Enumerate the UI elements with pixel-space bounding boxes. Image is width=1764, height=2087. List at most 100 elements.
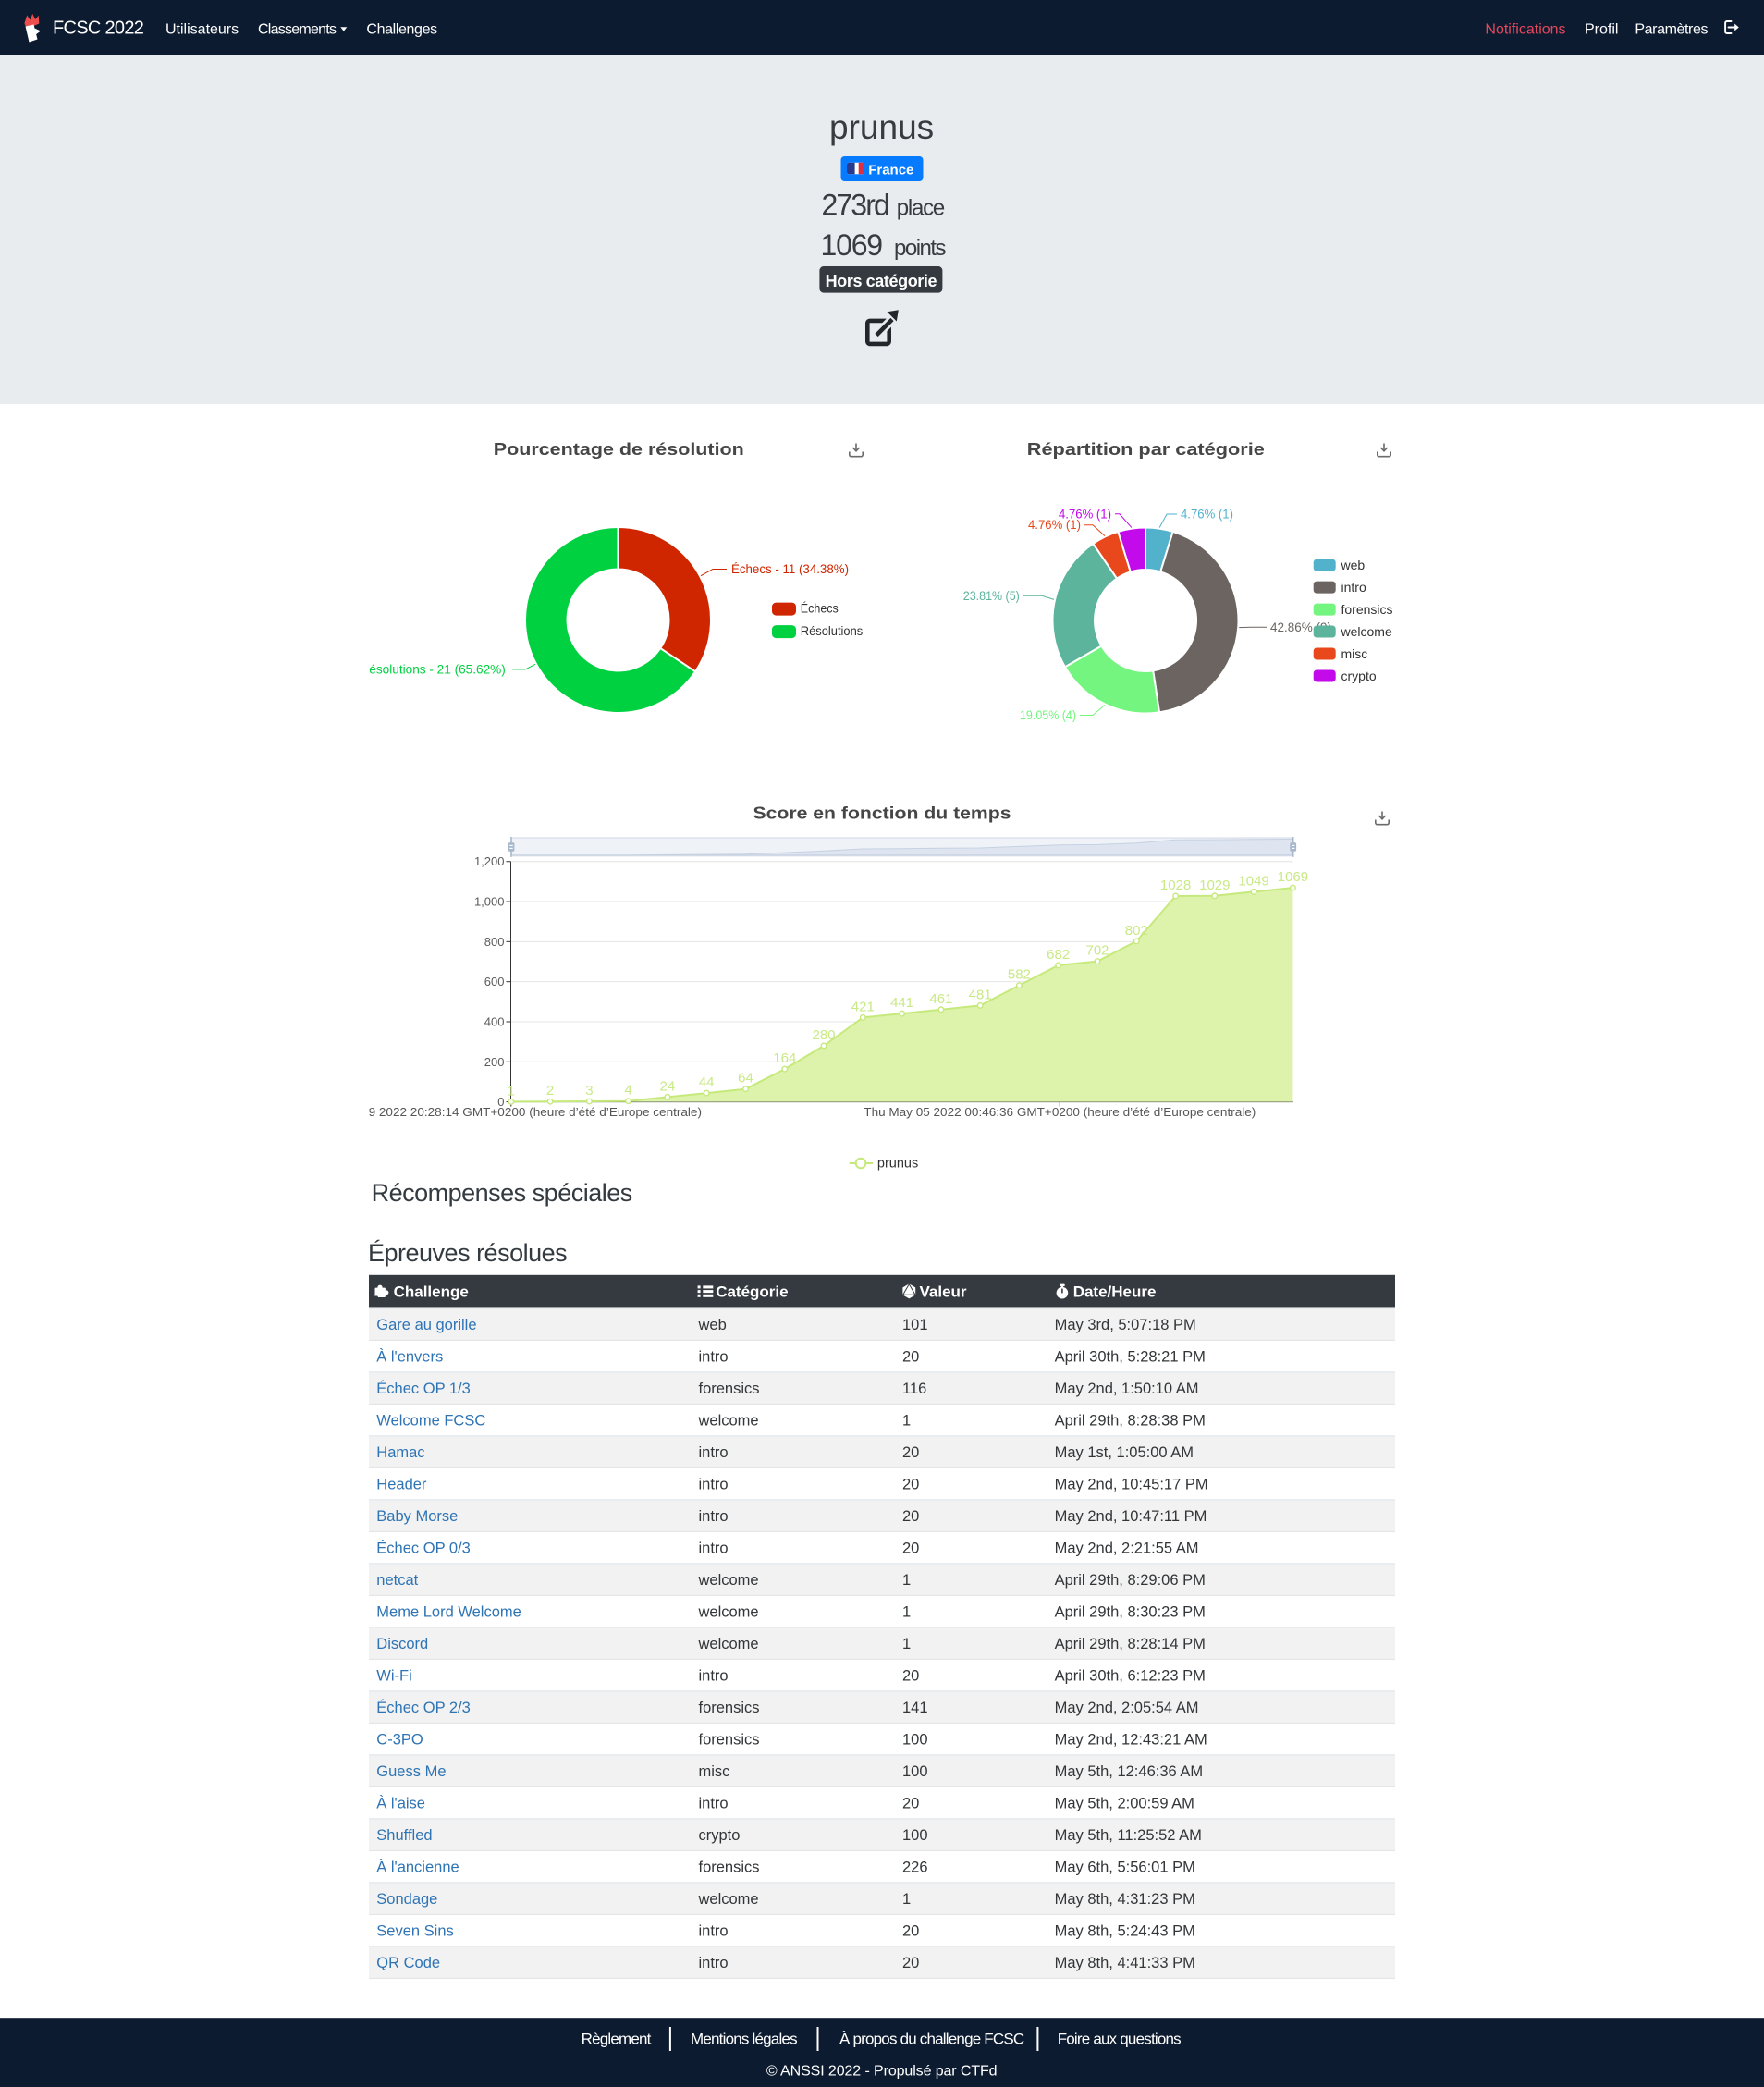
svg-text:May 6th, 5:56:01 PM: May 6th, 5:56:01 PM	[1055, 1860, 1195, 1876]
svg-text:May 2nd, 2:05:54 AM: May 2nd, 2:05:54 AM	[1055, 1700, 1199, 1716]
svg-text:May 8th, 4:41:33 PM: May 8th, 4:41:33 PM	[1055, 1955, 1195, 1971]
svg-text:20: 20	[902, 1796, 919, 1812]
svg-text:© ANSSI 2022 - Propulsé par CT: © ANSSI 2022 - Propulsé par CTFd	[766, 2064, 998, 2080]
svg-text:100: 100	[902, 1827, 928, 1844]
svg-text:273rd: 273rd	[822, 189, 888, 222]
svg-text:Échec OP 1/3: Échec OP 1/3	[376, 1380, 471, 1397]
svg-text:welcome: welcome	[698, 1891, 759, 1908]
svg-text:intro: intro	[699, 1668, 729, 1685]
svg-text:Hamac: Hamac	[376, 1444, 424, 1461]
svg-text:100: 100	[902, 1763, 928, 1780]
svg-text:3: 3	[585, 1083, 593, 1099]
svg-text:May 2nd, 10:45:17 PM: May 2nd, 10:45:17 PM	[1055, 1477, 1208, 1493]
svg-text:Seven Sins: Seven Sins	[376, 1923, 453, 1940]
svg-text:Guess Me: Guess Me	[376, 1763, 446, 1780]
svg-text:702: 702	[1085, 943, 1109, 959]
svg-text:Score en fonction du temps: Score en fonction du temps	[753, 804, 1011, 823]
svg-text:164: 164	[773, 1050, 796, 1066]
svg-text:Échec OP 2/3: Échec OP 2/3	[376, 1699, 471, 1716]
svg-text:Meme Lord Welcome: Meme Lord Welcome	[376, 1604, 521, 1621]
svg-text:Notifications: Notifications	[1485, 22, 1565, 38]
svg-text:800: 800	[484, 935, 505, 949]
svg-text:Échecs - 11 (34.38%): Échecs - 11 (34.38%)	[731, 562, 849, 576]
svg-text:May 8th, 4:31:23 PM: May 8th, 4:31:23 PM	[1055, 1891, 1195, 1908]
svg-text:Utilisateurs: Utilisateurs	[165, 22, 239, 38]
svg-text:April 30th, 5:28:21 PM: April 30th, 5:28:21 PM	[1055, 1349, 1206, 1366]
svg-text:prunus: prunus	[829, 108, 934, 146]
svg-text:4.76% (1): 4.76% (1)	[1181, 508, 1233, 522]
svg-text:April 29th, 8:28:14 PM: April 29th, 8:28:14 PM	[1055, 1636, 1206, 1652]
svg-text:1,200: 1,200	[474, 854, 505, 868]
svg-text:20: 20	[902, 1477, 919, 1493]
svg-text:1: 1	[902, 1604, 911, 1621]
svg-text:19.05% (4): 19.05% (4)	[1020, 708, 1076, 722]
svg-text:Gare au gorille: Gare au gorille	[376, 1317, 476, 1333]
svg-text:20: 20	[902, 1923, 919, 1940]
svg-text:intro: intro	[1341, 580, 1366, 595]
svg-text:Profil: Profil	[1585, 22, 1618, 38]
svg-text:461: 461	[929, 991, 952, 1007]
svg-text:intro: intro	[699, 1349, 729, 1366]
svg-text:web: web	[1341, 558, 1366, 572]
svg-text:682: 682	[1047, 947, 1070, 963]
svg-text:welcome: welcome	[1341, 624, 1392, 639]
svg-text:welcome: welcome	[698, 1636, 759, 1652]
svg-text:May 5th, 11:25:52 AM: May 5th, 11:25:52 AM	[1055, 1827, 1202, 1844]
svg-text:FCSC 2022: FCSC 2022	[53, 18, 144, 39]
svg-text:100: 100	[902, 1732, 928, 1749]
svg-text:points: points	[894, 236, 947, 261]
svg-text:May 8th, 5:24:43 PM: May 8th, 5:24:43 PM	[1055, 1923, 1195, 1940]
svg-text:misc: misc	[1341, 646, 1368, 661]
svg-text:20: 20	[902, 1508, 919, 1525]
svg-text:Hors catégorie: Hors catégorie	[826, 272, 937, 290]
svg-text:intro: intro	[699, 1923, 729, 1940]
svg-text:0: 0	[497, 1095, 504, 1109]
svg-text:À l'envers: À l'envers	[376, 1348, 443, 1366]
svg-text:44: 44	[699, 1074, 715, 1090]
svg-text:intro: intro	[699, 1508, 729, 1525]
svg-text:Pourcentage de résolution: Pourcentage de résolution	[494, 440, 744, 459]
svg-text:20: 20	[902, 1541, 919, 1557]
svg-text:481: 481	[969, 987, 992, 1002]
svg-text:20: 20	[902, 1349, 919, 1366]
svg-text:Date/Heure: Date/Heure	[1073, 1283, 1157, 1301]
svg-text:1,000: 1,000	[474, 895, 505, 909]
svg-text:Challenges: Challenges	[366, 22, 437, 38]
svg-text:441: 441	[890, 995, 913, 1011]
svg-text:Thu May 05 2022 00:46:36 GMT+0: Thu May 05 2022 00:46:36 GMT+0200 (heure…	[864, 1105, 1256, 1119]
svg-text:May 2nd, 1:50:10 AM: May 2nd, 1:50:10 AM	[1055, 1381, 1199, 1397]
svg-text:intro: intro	[699, 1444, 729, 1461]
svg-text:Foire aux questions: Foire aux questions	[1058, 2030, 1181, 2047]
svg-text:crypto: crypto	[1341, 669, 1377, 683]
svg-text:April 29th, 8:30:23 PM: April 29th, 8:30:23 PM	[1055, 1604, 1206, 1621]
svg-text:QR Code: QR Code	[376, 1955, 440, 1971]
svg-text:4.76% (1): 4.76% (1)	[1028, 518, 1081, 532]
svg-text:Échec OP 0/3: Échec OP 0/3	[376, 1540, 471, 1557]
svg-text:À l'ancienne: À l'ancienne	[376, 1859, 459, 1876]
svg-text:24: 24	[660, 1078, 676, 1094]
svg-text:welcome: welcome	[698, 1604, 759, 1621]
svg-text:forensics: forensics	[699, 1700, 760, 1716]
svg-text:1: 1	[508, 1083, 515, 1099]
svg-text:421: 421	[851, 999, 875, 1014]
svg-text:Classements: Classements	[258, 22, 337, 38]
svg-text:forensics: forensics	[699, 1860, 760, 1876]
svg-text:May 2nd, 12:43:21 AM: May 2nd, 12:43:21 AM	[1055, 1732, 1207, 1749]
svg-text:1: 1	[902, 1891, 911, 1908]
svg-text:April 29th, 8:29:06 PM: April 29th, 8:29:06 PM	[1055, 1572, 1206, 1589]
svg-text:Résolutions: Résolutions	[801, 624, 864, 638]
svg-text:200: 200	[484, 1055, 505, 1069]
svg-text:misc: misc	[699, 1763, 730, 1780]
svg-text:Header: Header	[376, 1477, 427, 1493]
svg-text:May 1st, 1:05:00 AM: May 1st, 1:05:00 AM	[1055, 1444, 1194, 1461]
svg-text:20: 20	[902, 1668, 919, 1685]
svg-text:May 2nd, 2:21:55 AM: May 2nd, 2:21:55 AM	[1055, 1541, 1199, 1557]
svg-text:France: France	[868, 162, 913, 178]
svg-text:1029: 1029	[1199, 878, 1230, 893]
svg-text:141: 141	[902, 1700, 928, 1716]
svg-text:Challenge: Challenge	[394, 1283, 469, 1301]
svg-text:Sondage: Sondage	[376, 1891, 437, 1908]
svg-text:May 2nd, 10:47:11 PM: May 2nd, 10:47:11 PM	[1055, 1508, 1207, 1525]
svg-text:Répartition par catégorie: Répartition par catégorie	[1027, 440, 1265, 459]
svg-text:May 5th, 12:46:36 AM: May 5th, 12:46:36 AM	[1055, 1763, 1204, 1780]
